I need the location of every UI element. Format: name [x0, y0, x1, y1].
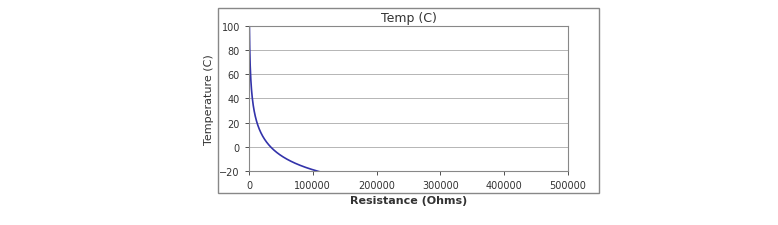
X-axis label: Resistance (Ohms): Resistance (Ohms)	[350, 196, 467, 205]
Title: Temp (C): Temp (C)	[380, 11, 436, 25]
Y-axis label: Temperature (C): Temperature (C)	[204, 54, 214, 144]
